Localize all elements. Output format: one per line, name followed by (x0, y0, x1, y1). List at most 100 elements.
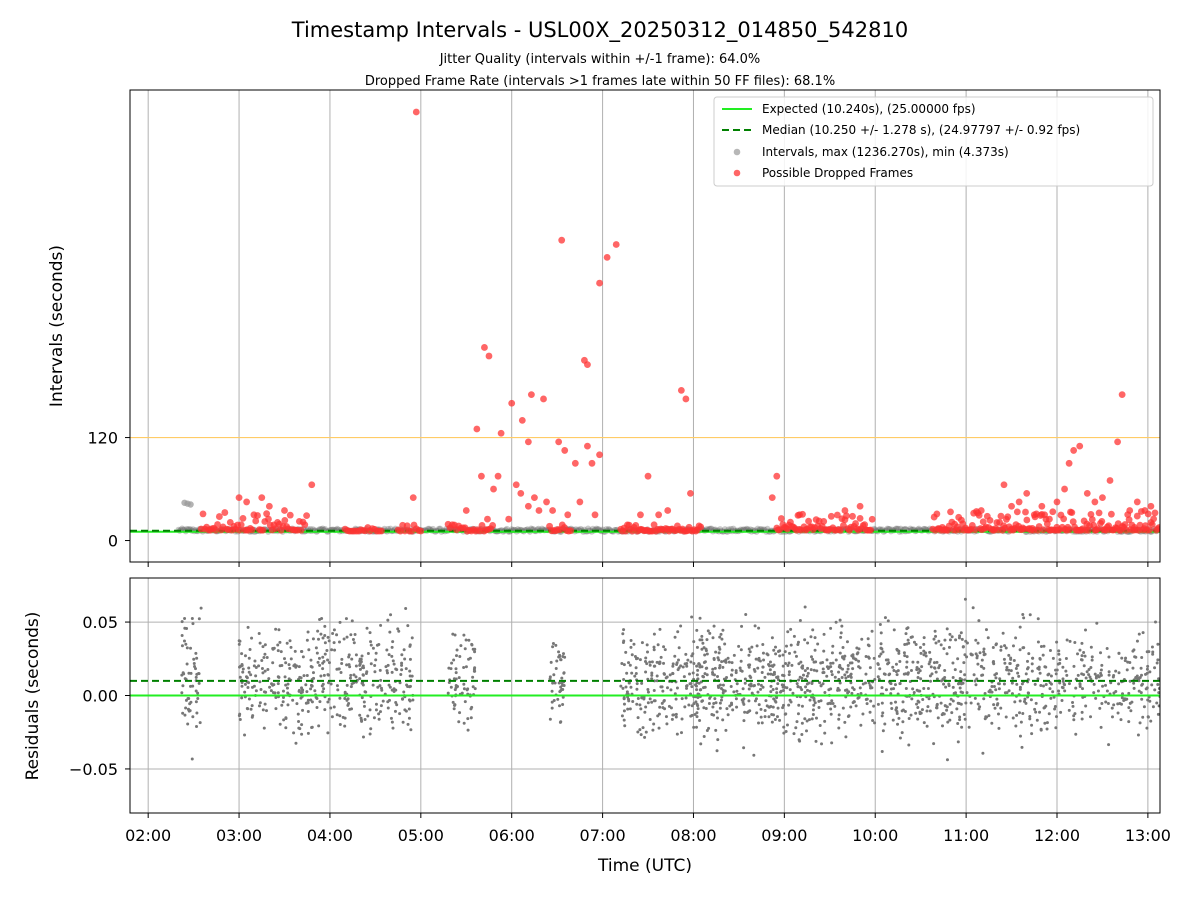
residual-point (809, 655, 813, 659)
residual-point (805, 719, 809, 723)
residual-point (646, 650, 650, 654)
dropped-frame-point (861, 521, 869, 529)
residual-point (673, 635, 677, 639)
residual-point (785, 723, 789, 727)
residual-point (462, 633, 466, 637)
residual-point (839, 635, 843, 639)
residual-point (1096, 689, 1100, 693)
residual-point (921, 697, 925, 701)
residual-point (345, 698, 349, 702)
residual-point (999, 648, 1003, 652)
dropped-frame-point (576, 498, 584, 506)
residual-point (1157, 686, 1160, 690)
residual-point (401, 697, 405, 701)
residual-point (345, 635, 349, 639)
residual-point (1036, 677, 1040, 681)
residual-point (354, 653, 358, 657)
residual-point (648, 717, 652, 721)
residual-point (621, 641, 625, 645)
residual-point (183, 713, 187, 717)
residual-point (1078, 648, 1082, 652)
residual-point (789, 627, 793, 631)
residual-point (449, 667, 453, 671)
residual-point (1047, 712, 1051, 716)
residual-point (388, 630, 392, 634)
residual-point (869, 699, 873, 703)
residual-point (631, 700, 635, 704)
residual-point (680, 717, 684, 721)
residual-point (638, 703, 642, 707)
residual-point (634, 666, 638, 670)
residual-point (759, 715, 763, 719)
residual-point (705, 652, 709, 656)
residual-point (769, 684, 773, 688)
residual-point (1100, 663, 1104, 667)
residual-point (1127, 706, 1131, 710)
residual-point (804, 685, 808, 689)
residual-point (368, 708, 372, 712)
residual-point (677, 646, 681, 650)
residual-point (1056, 662, 1060, 666)
residual-point (1154, 620, 1158, 624)
residual-point (562, 684, 566, 688)
residual-point (1071, 701, 1075, 705)
residual-point (916, 717, 920, 721)
residual-point (917, 700, 921, 704)
residual-point (349, 633, 353, 637)
dropped-frame-point (1118, 391, 1126, 399)
residual-point (622, 628, 626, 632)
dropped-frame-point (540, 395, 547, 403)
residual-point (695, 688, 699, 692)
residual-point (636, 730, 640, 734)
residual-point (904, 687, 908, 691)
residual-point (698, 688, 702, 692)
residual-point (551, 681, 555, 685)
residual-point (975, 656, 979, 660)
residual-point (718, 663, 722, 667)
residual-point (558, 690, 562, 694)
residual-point (281, 689, 285, 693)
residual-point (916, 675, 920, 679)
residual-point (872, 656, 876, 660)
residual-point (350, 682, 354, 686)
residual-point (743, 681, 747, 685)
residual-point (1155, 661, 1159, 665)
residual-point (879, 652, 883, 656)
residual-point (315, 706, 319, 710)
residual-point (1099, 673, 1103, 677)
residual-point (700, 665, 704, 669)
intervals-y-label: Intervals (seconds) (47, 245, 67, 407)
residual-point (843, 688, 847, 692)
dropped-frame-point (1030, 511, 1038, 519)
residual-point (769, 672, 773, 676)
residual-point (797, 662, 801, 666)
residual-point (1015, 713, 1019, 717)
residual-point (250, 636, 254, 640)
residual-point (905, 642, 909, 646)
residual-point (1135, 639, 1139, 643)
residual-point (629, 638, 633, 642)
residual-point (837, 717, 841, 721)
residual-point (951, 699, 955, 703)
residual-point (952, 691, 956, 695)
residual-point (889, 692, 893, 696)
residual-point (898, 682, 902, 686)
residual-point (1090, 658, 1094, 662)
bottom-y-tick-label: −0.05 (69, 760, 118, 779)
legend-expected-label: Expected (10.240s), (25.00000 fps) (762, 102, 976, 116)
residual-point (675, 686, 679, 690)
residual-point (1057, 649, 1061, 653)
residual-point (981, 751, 985, 755)
residual-point (858, 686, 862, 690)
residual-point (892, 669, 896, 673)
residual-point (1018, 711, 1022, 715)
residual-point (800, 704, 804, 708)
residual-point (756, 690, 760, 694)
residual-point (635, 702, 639, 706)
residual-point (947, 682, 951, 686)
residual-point (377, 643, 381, 647)
residual-point (292, 664, 296, 668)
residual-point (934, 670, 938, 674)
residual-point (1151, 650, 1155, 654)
